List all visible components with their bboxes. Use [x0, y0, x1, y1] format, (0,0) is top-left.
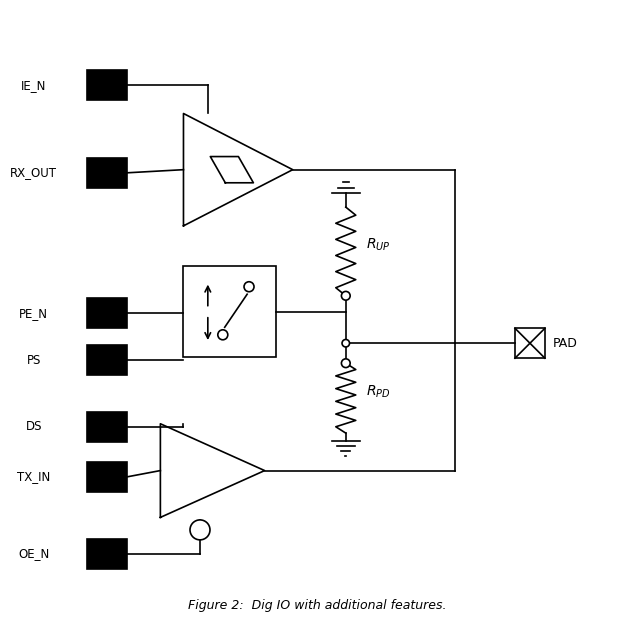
Text: Figure 2:  Dig IO with additional features.: Figure 2: Dig IO with additional feature…: [188, 599, 447, 612]
Bar: [87, 298, 127, 328]
Text: $R_{UP}$: $R_{UP}$: [366, 237, 391, 254]
Text: IE_N: IE_N: [21, 79, 46, 92]
Text: PE_N: PE_N: [19, 307, 48, 320]
Bar: [87, 345, 127, 375]
Bar: [87, 158, 127, 188]
Text: DS: DS: [25, 420, 42, 433]
Circle shape: [342, 359, 350, 367]
Circle shape: [244, 282, 254, 292]
Text: PS: PS: [27, 353, 41, 367]
Bar: [515, 328, 545, 358]
Circle shape: [342, 339, 349, 347]
Bar: [87, 539, 127, 569]
Bar: [87, 412, 127, 442]
Text: TX_IN: TX_IN: [17, 470, 50, 483]
Circle shape: [342, 291, 350, 300]
Circle shape: [190, 520, 210, 540]
Bar: [87, 70, 127, 100]
Circle shape: [218, 330, 228, 340]
Text: $R_{PD}$: $R_{PD}$: [366, 383, 391, 400]
Text: RX_OUT: RX_OUT: [10, 166, 57, 180]
Text: PAD: PAD: [552, 337, 578, 350]
Bar: [87, 462, 127, 492]
Text: OE_N: OE_N: [18, 547, 49, 560]
Bar: [183, 266, 276, 357]
